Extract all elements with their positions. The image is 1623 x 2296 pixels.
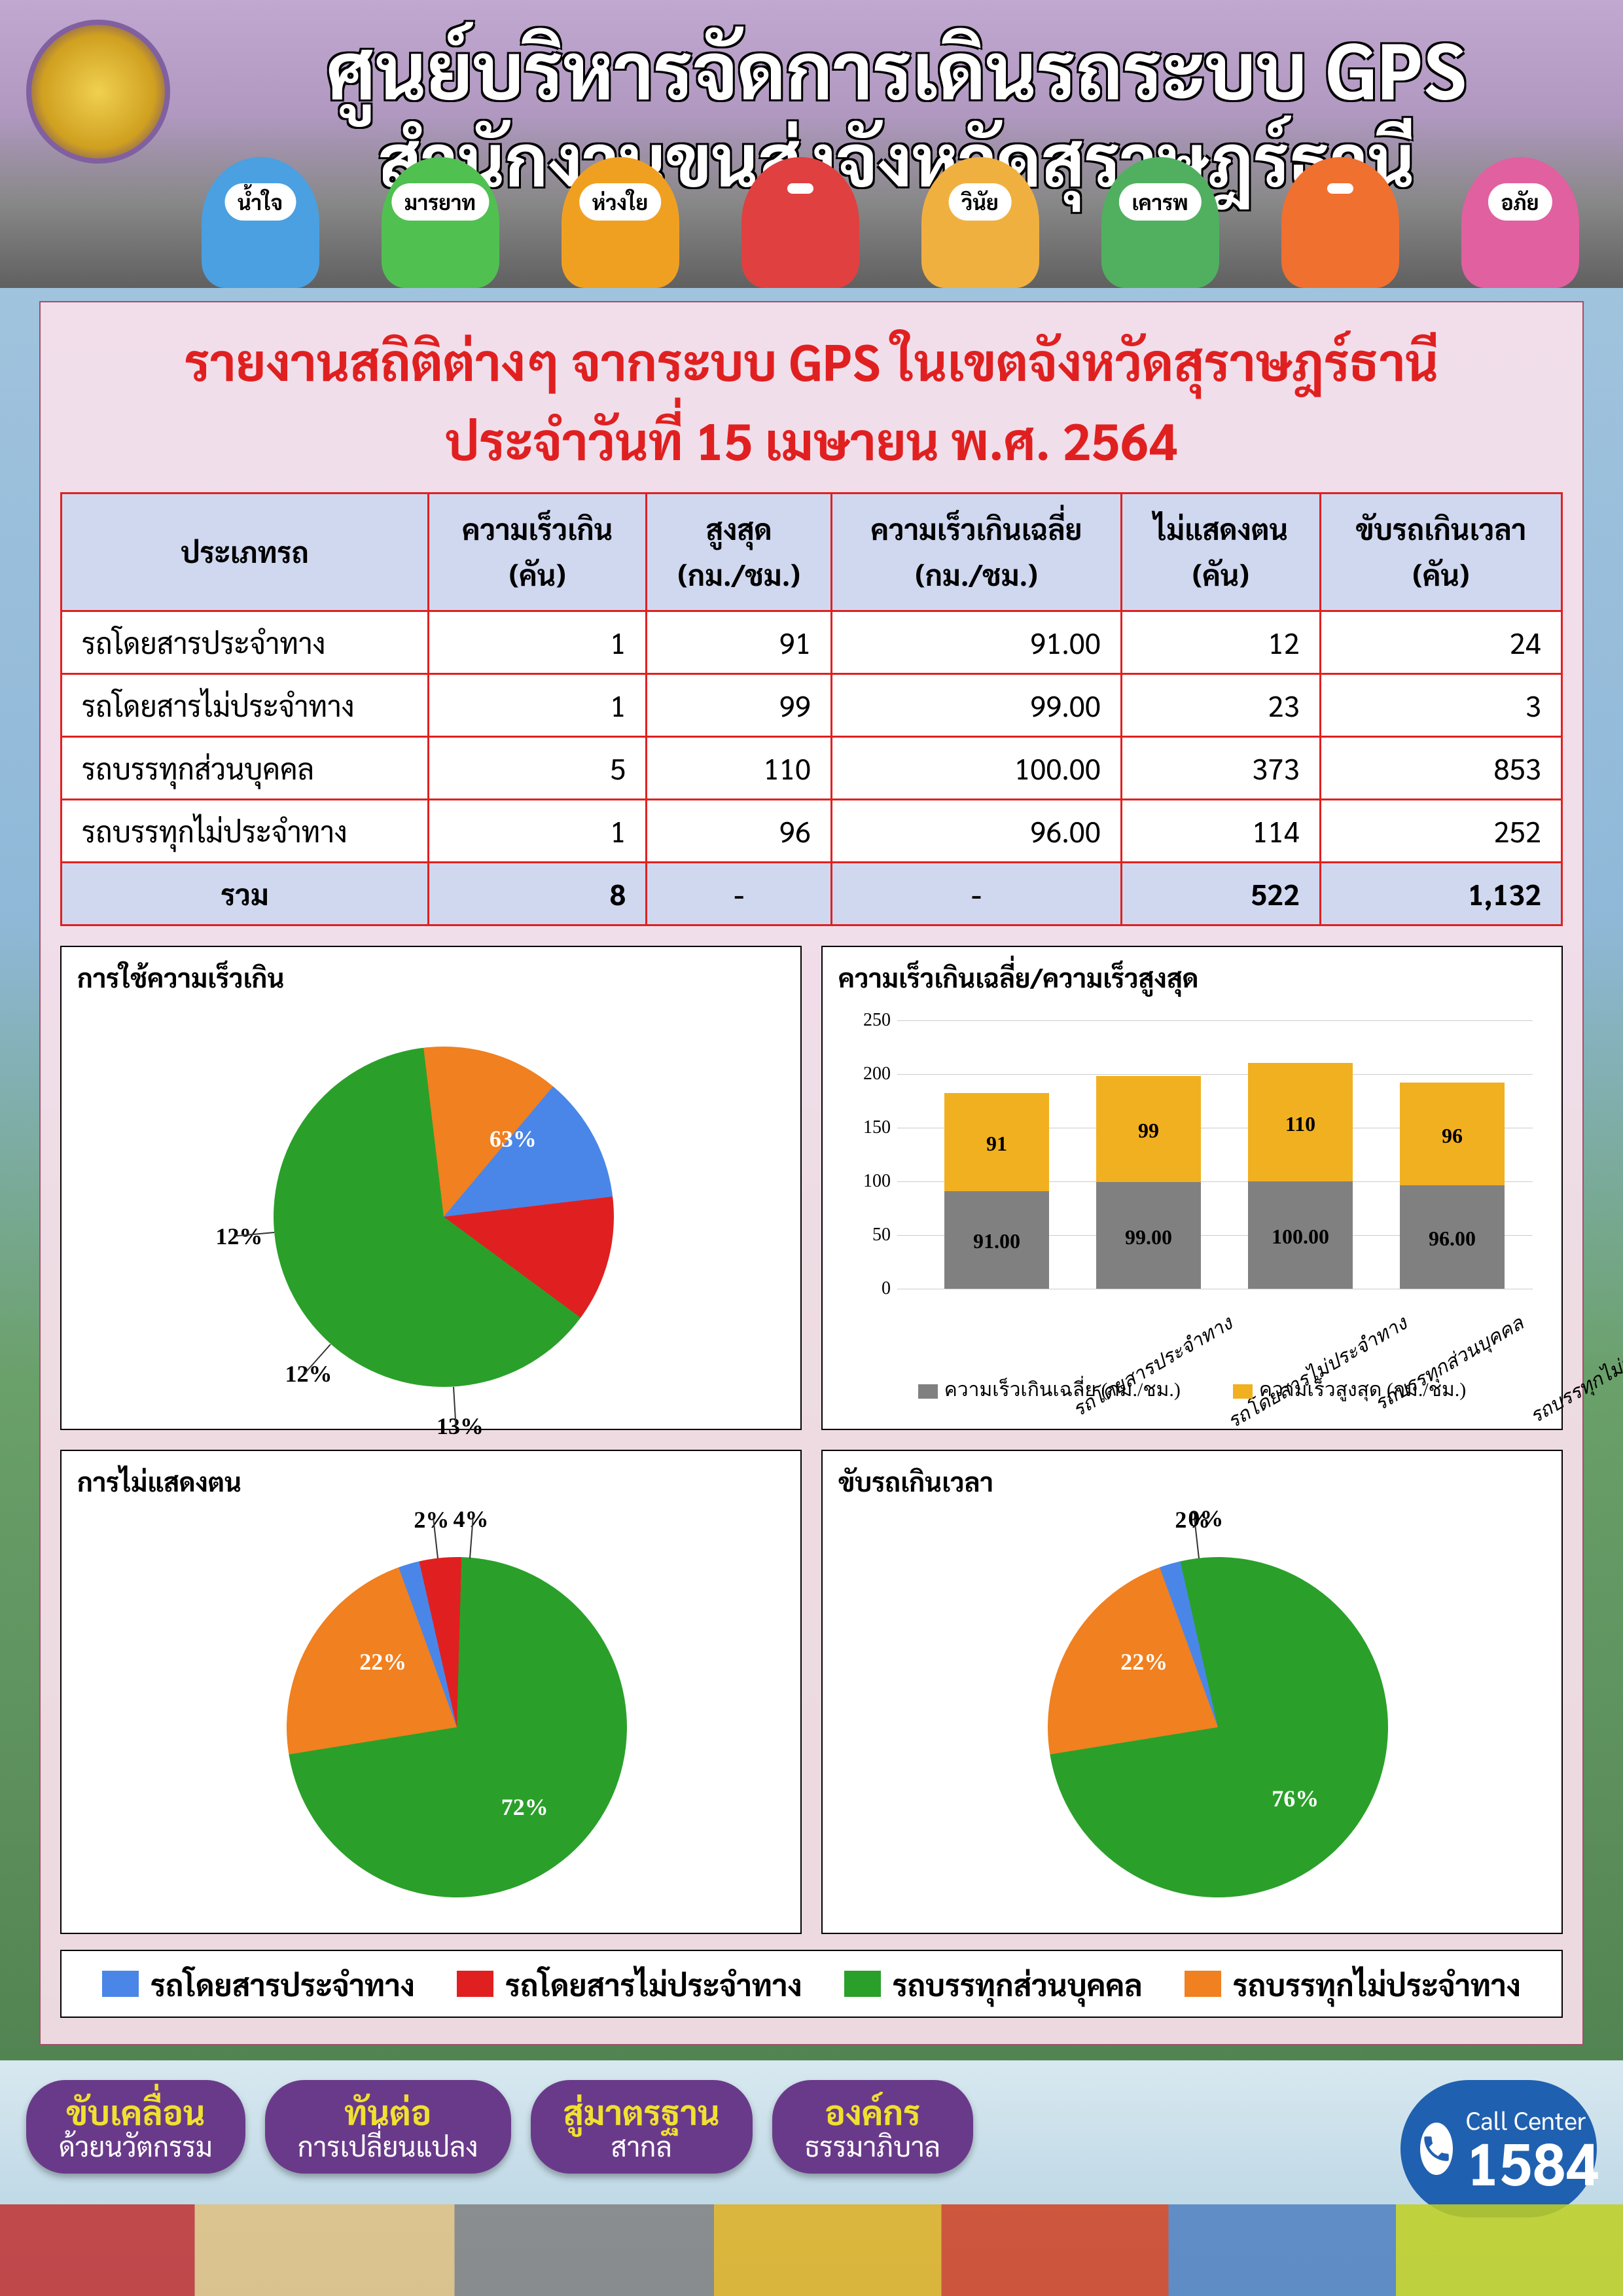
footer-pill: ทันต่อการเปลี่ยนแปลง bbox=[265, 2080, 511, 2174]
footer-pill: ขับเคลื่อนด้วยนวัตกรรม bbox=[26, 2080, 245, 2174]
table-cell: รถบรรทุกไม่ประจำทาง bbox=[62, 799, 429, 862]
bar-category-label: รถโดยสารประจำทาง bbox=[1067, 1308, 1238, 1426]
pie-slice-label: 13% bbox=[437, 1412, 484, 1440]
table-cell: 96.00 bbox=[832, 799, 1122, 862]
chart-title: การไม่แสดงตน bbox=[77, 1464, 785, 1498]
bar-category-label: รถบรรทุกไม่ประจำทาง bbox=[1524, 1308, 1623, 1431]
footer-vehicles-art bbox=[0, 2204, 1623, 2296]
pie-slice-label: 22% bbox=[1120, 1648, 1168, 1676]
agency-logo bbox=[26, 20, 170, 164]
table-cell: 1 bbox=[429, 611, 647, 673]
call-center-badge: Call Center 1584 bbox=[1400, 2080, 1597, 2217]
table-header: ไม่แสดงตน(คัน) bbox=[1121, 493, 1320, 611]
pie-slice-label: 72% bbox=[501, 1793, 548, 1821]
content-panel: รายงานสถิติต่างๆ จากระบบ GPS ในเขตจังหวั… bbox=[39, 301, 1584, 2045]
table-cell: 5 bbox=[429, 736, 647, 799]
bar-segment-avg: 91.00 bbox=[944, 1191, 1049, 1289]
table-cell: 522 bbox=[1121, 862, 1320, 925]
table-header: สูงสุด(กม./ชม.) bbox=[647, 493, 832, 611]
legend-item: รถบรรทุกส่วนบุคคล bbox=[844, 1964, 1143, 2003]
bar-segment-avg: 100.00 bbox=[1248, 1181, 1353, 1289]
pie-chart-overtime: ขับรถเกินเวลา 2%0%76%22% bbox=[821, 1450, 1563, 1934]
call-center-number: 1584 bbox=[1466, 2132, 1599, 2191]
pie-slice-label: 12% bbox=[285, 1360, 332, 1388]
table-cell: - bbox=[647, 862, 832, 925]
table-cell: 23 bbox=[1121, 673, 1320, 736]
bar-segment-max: 91 bbox=[944, 1093, 1049, 1191]
table-header: ความเร็วเกิน(คัน) bbox=[429, 493, 647, 611]
bar-segment-max: 99 bbox=[1096, 1076, 1201, 1182]
mascot bbox=[562, 157, 679, 288]
table-cell: 373 bbox=[1121, 736, 1320, 799]
table-cell: 252 bbox=[1320, 799, 1561, 862]
mascot bbox=[1101, 157, 1219, 288]
legend-item: รถโดยสารประจำทาง bbox=[102, 1964, 415, 2003]
table-cell: 99 bbox=[647, 673, 832, 736]
footer-banner: ขับเคลื่อนด้วยนวัตกรรมทันต่อการเปลี่ยนแป… bbox=[0, 2060, 1623, 2296]
table-header: ประเภทรถ bbox=[62, 493, 429, 611]
header-banner: ศูนย์บริหารจัดการเดินรถระบบ GPS สำนักงาน… bbox=[0, 0, 1623, 288]
pie-slice-label: 22% bbox=[359, 1648, 406, 1676]
table-cell: 96 bbox=[647, 799, 832, 862]
mascot bbox=[741, 157, 859, 288]
report-title: รายงานสถิติต่างๆ จากระบบ GPS ในเขตจังหวั… bbox=[60, 322, 1563, 399]
bar-segment-max: 96 bbox=[1400, 1083, 1505, 1185]
table-cell: 91 bbox=[647, 611, 832, 673]
table-header: ขับรถเกินเวลา(คัน) bbox=[1320, 493, 1561, 611]
table-cell: 91.00 bbox=[832, 611, 1122, 673]
table-cell: - bbox=[832, 862, 1122, 925]
table-cell: รวม bbox=[62, 862, 429, 925]
bar-chart-speed: ความเร็วเกินเฉลี่ย/ความเร็วสูงสุด 050100… bbox=[821, 946, 1563, 1430]
chart-title: การใช้ความเร็วเกิน bbox=[77, 960, 785, 994]
table-cell: 110 bbox=[647, 736, 832, 799]
legend-item: รถบรรทุกไม่ประจำทาง bbox=[1185, 1964, 1521, 2003]
table-cell: รถโดยสารประจำทาง bbox=[62, 611, 429, 673]
table-cell: 1 bbox=[429, 673, 647, 736]
table-cell: 853 bbox=[1320, 736, 1561, 799]
chart-title: ขับรถเกินเวลา bbox=[838, 1464, 1546, 1498]
table-cell: รถบรรทุกส่วนบุคคล bbox=[62, 736, 429, 799]
bar-segment-avg: 99.00 bbox=[1096, 1182, 1201, 1288]
mascot bbox=[1281, 157, 1399, 288]
table-cell: 1 bbox=[429, 799, 647, 862]
mascot-row bbox=[170, 157, 1610, 288]
pie-graphic bbox=[1021, 1530, 1415, 1924]
table-cell: 12 bbox=[1121, 611, 1320, 673]
table-cell: 100.00 bbox=[832, 736, 1122, 799]
mascot bbox=[1461, 157, 1579, 288]
footer-pill: องค์กรธรรมาภิบาล bbox=[772, 2080, 973, 2174]
table-cell: 3 bbox=[1320, 673, 1561, 736]
pie-chart-noshow: การไม่แสดงตน 2%4%72%22% bbox=[60, 1450, 802, 1934]
table-cell: 99.00 bbox=[832, 673, 1122, 736]
stats-table: ประเภทรถความเร็วเกิน(คัน)สูงสุด(กม./ชม.)… bbox=[60, 492, 1563, 926]
pie-slice-label: 2% bbox=[414, 1506, 449, 1534]
bar-segment-max: 110 bbox=[1248, 1063, 1353, 1181]
header-title-1: ศูนย์บริหารจัดการเดินรถระบบ GPS bbox=[196, 20, 1597, 114]
bar-segment-avg: 96.00 bbox=[1400, 1185, 1505, 1288]
chart-title: ความเร็วเกินเฉลี่ย/ความเร็วสูงสุด bbox=[838, 960, 1546, 994]
legend-item: รถโดยสารไม่ประจำทาง bbox=[457, 1964, 802, 2003]
mascot bbox=[921, 157, 1039, 288]
series-legend: รถโดยสารประจำทาง รถโดยสารไม่ประจำทาง รถบรร… bbox=[60, 1950, 1563, 2018]
table-header: ความเร็วเกินเฉลี่ย(กม./ชม.) bbox=[832, 493, 1122, 611]
bar-legend-item: ความเร็วสูงสุด (กม./ชม.) bbox=[1233, 1374, 1466, 1405]
bar-legend-item: ความเร็วเกินเฉลี่ย (กม./ชม.) bbox=[918, 1374, 1181, 1405]
pie-chart-speed: การใช้ความเร็วเกิน 12%12%63%13% bbox=[60, 946, 802, 1430]
table-cell: 24 bbox=[1320, 611, 1561, 673]
phone-icon bbox=[1420, 2123, 1453, 2175]
footer-pill: สู่มาตรฐานสากล bbox=[531, 2080, 753, 2174]
mascot bbox=[382, 157, 499, 288]
table-cell: 1,132 bbox=[1320, 862, 1561, 925]
mascot bbox=[202, 157, 319, 288]
pie-slice-label: 63% bbox=[490, 1125, 537, 1153]
report-date: ประจำวันที่ 15 เมษายน พ.ศ. 2564 bbox=[60, 406, 1563, 473]
table-cell: 114 bbox=[1121, 799, 1320, 862]
pie-slice-label: 76% bbox=[1272, 1785, 1319, 1812]
table-cell: รถโดยสารไม่ประจำทาง bbox=[62, 673, 429, 736]
pie-graphic bbox=[260, 1530, 654, 1924]
pie-slice-label: 0% bbox=[1188, 1505, 1223, 1532]
table-cell: 8 bbox=[429, 862, 647, 925]
